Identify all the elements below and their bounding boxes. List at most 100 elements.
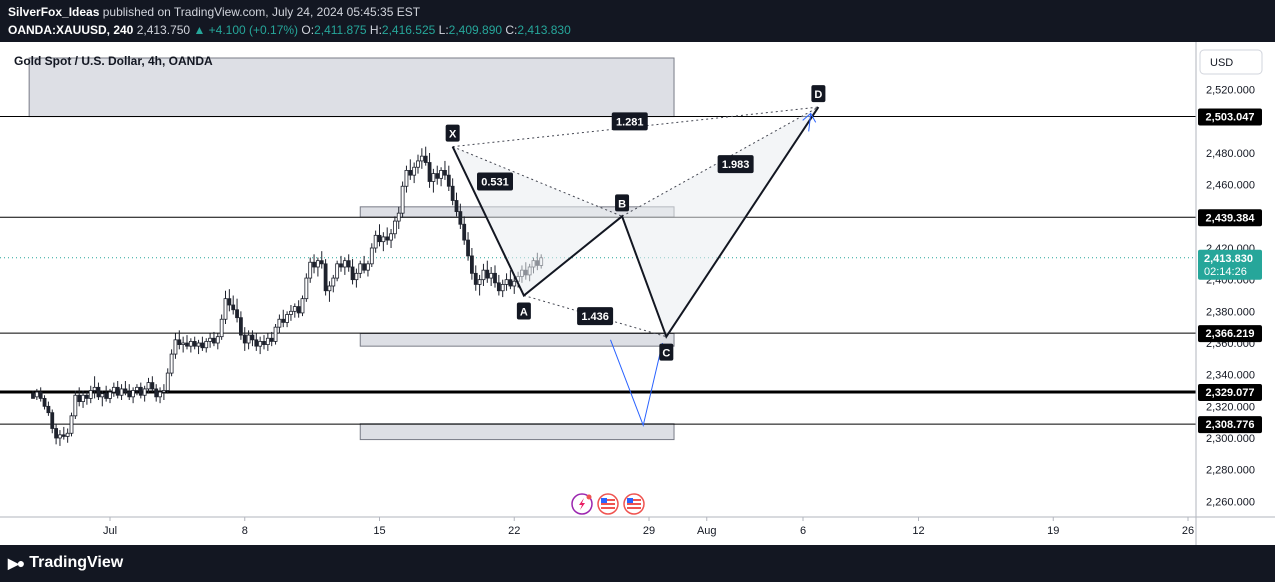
point-label: X — [449, 129, 457, 141]
time-axis[interactable]: Jul 8 15 22 29 Aug 6 12 19 26 — [103, 517, 1194, 537]
candle-body — [177, 339, 182, 345]
chart-title: Gold Spot / U.S. Dollar, 4h, OANDA — [14, 54, 213, 68]
candle-body — [181, 342, 186, 345]
candle — [466, 232, 470, 261]
last-price: 2,413.750 — [136, 23, 191, 37]
candle-body — [400, 185, 405, 214]
time-tick-label: 8 — [242, 525, 248, 537]
price-labels-layer: 2,503.047 2,439.384 2,366.219 2,329.077 2,30… — [1198, 108, 1262, 434]
candle — [96, 382, 101, 400]
price-label-text: 2,503.047 — [1206, 112, 1255, 124]
candle — [315, 257, 320, 277]
ratio-text: 1.983 — [722, 159, 750, 171]
candle — [300, 295, 305, 317]
publisher-name[interactable]: SilverFox_Ideas — [8, 5, 100, 19]
candle-body — [273, 326, 278, 342]
candle-body — [373, 234, 378, 249]
currency-label[interactable]: USD — [1210, 57, 1233, 69]
ratio-badge — [577, 307, 614, 326]
candle — [381, 232, 386, 252]
candle-body — [223, 298, 228, 320]
candle-body — [165, 372, 170, 391]
candle — [177, 330, 182, 350]
candle — [439, 167, 444, 187]
candle — [350, 259, 355, 285]
candle-body — [427, 162, 432, 182]
price-tick-label: 2,340.000 — [1206, 370, 1255, 382]
candle — [135, 384, 139, 396]
candle — [138, 382, 143, 399]
price-line-label: 2,329.077 — [1198, 383, 1262, 401]
candle-body — [315, 260, 320, 268]
pattern-point-c: C — [659, 343, 674, 361]
price-label-text: 2,366.219 — [1206, 328, 1255, 340]
tradingview-logo-icon: ▶● — [8, 554, 25, 571]
candle-body — [161, 390, 166, 393]
candle — [100, 390, 105, 407]
candle — [339, 255, 343, 272]
point-badge — [445, 124, 460, 142]
candle — [443, 160, 447, 180]
brand-name: TradingView — [29, 554, 124, 571]
candle — [377, 224, 382, 247]
candle — [154, 384, 159, 402]
chart-canvas[interactable]: X A B C D 0.531 1.436 1.983 1.281 — [0, 42, 1275, 545]
point-label: A — [520, 307, 528, 319]
candle-body — [108, 391, 112, 399]
candle — [81, 390, 85, 408]
projection-path — [610, 339, 663, 428]
candle-body — [369, 247, 374, 265]
candle-body — [443, 170, 447, 176]
candle-body — [419, 155, 424, 162]
candle — [489, 267, 494, 286]
chart-frame[interactable]: X A B C D 0.531 1.436 1.983 1.281 — [0, 42, 1275, 545]
time-tick-label: 26 — [1182, 525, 1194, 537]
price-tick-label: 2,280.000 — [1206, 465, 1255, 477]
candle — [369, 243, 374, 267]
candle — [346, 254, 351, 272]
candle — [104, 385, 109, 402]
candle — [131, 387, 136, 404]
event-icons-layer — [571, 493, 645, 515]
candle — [69, 412, 74, 437]
candle-body — [300, 298, 305, 314]
candle — [65, 428, 70, 443]
price-line-label: 2,308.776 — [1198, 416, 1262, 434]
current-price-text: 2,413.830 — [1204, 253, 1253, 265]
candle — [227, 289, 232, 312]
candle — [231, 295, 236, 315]
ratio-badge — [717, 155, 754, 174]
candle-body — [423, 155, 428, 163]
time-tick-label: 12 — [912, 525, 924, 537]
candle — [146, 377, 151, 394]
lightning-icon[interactable] — [571, 493, 593, 515]
tradingview-logo[interactable]: ▶● TradingView — [8, 554, 123, 572]
candle-body — [146, 382, 151, 390]
symbol-label: OANDA:XAUUSD, 240 — [8, 23, 134, 37]
candle — [342, 257, 347, 275]
price-label-box — [1198, 383, 1262, 401]
candle-body — [416, 160, 420, 168]
currency-button[interactable] — [1199, 49, 1263, 75]
price-label-box — [1198, 325, 1262, 343]
candle — [419, 148, 424, 169]
candle — [493, 265, 497, 288]
candle-body — [104, 393, 109, 399]
candle-body — [158, 391, 162, 398]
high-value: 2,416.525 — [381, 23, 436, 37]
us-flag-icon[interactable] — [623, 493, 645, 515]
candle — [273, 324, 278, 345]
time-tick-label: 19 — [1047, 525, 1059, 537]
candle-body — [308, 261, 313, 279]
price-line-label: 2,503.047 — [1198, 108, 1262, 126]
candle — [366, 260, 370, 277]
candle-body — [212, 337, 216, 344]
candle — [504, 273, 509, 291]
candle — [412, 162, 417, 184]
us-flag-icon[interactable] — [597, 493, 619, 515]
candle-body — [377, 234, 382, 243]
ratio-badge — [477, 172, 513, 191]
candle — [373, 230, 378, 253]
candle-body — [489, 272, 494, 279]
point-badge — [516, 302, 531, 320]
